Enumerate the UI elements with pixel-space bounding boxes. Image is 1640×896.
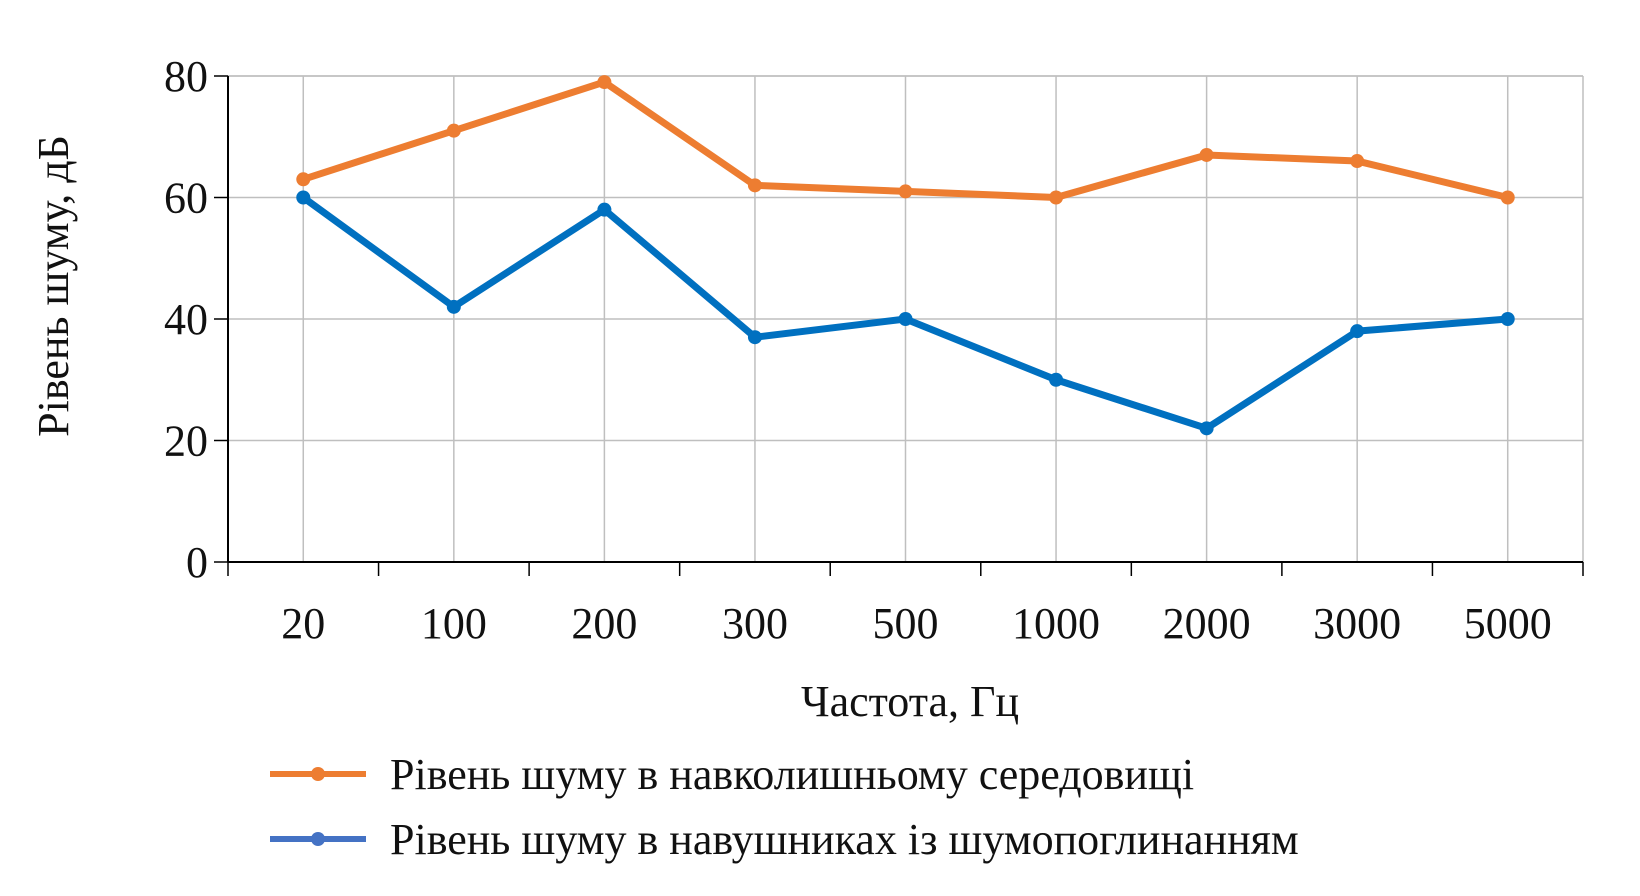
legend-marker-2 [311,832,325,846]
x-tick-label: 500 [873,599,939,648]
data-point [1500,312,1515,326]
data-point [597,202,612,217]
data-point [1500,190,1515,205]
series-layer [296,75,1515,436]
y-tick-labels: 0 20 40 60 80 [164,52,208,587]
legend-item-2: Рівень шуму в навушниках із шумопоглинан… [270,815,1299,864]
y-tick-label: 40 [164,295,208,344]
data-point [446,123,461,138]
y-tick-label: 20 [164,417,208,466]
data-point [747,330,762,345]
series-1 [296,75,1515,205]
data-point [898,312,913,326]
data-point [1350,324,1365,339]
x-tick-label: 5000 [1464,599,1552,648]
data-point [446,299,461,314]
data-point [1199,147,1214,162]
axes [214,75,1584,576]
x-tick-label: 100 [421,599,487,648]
y-tick-label: 0 [186,538,208,587]
x-tick-label: 1000 [1012,599,1100,648]
data-point [1049,190,1064,205]
legend-label-2: Рівень шуму в навушниках із шумопоглинан… [390,815,1299,864]
x-axis-title: Частота, Гц [801,677,1019,726]
data-point [1199,421,1214,436]
legend-item-1: Рівень шуму в навколишньому середовищі [270,750,1194,799]
series-2 [296,190,1515,436]
x-tick-label: 3000 [1313,599,1401,648]
y-tick-label: 80 [164,52,208,101]
legend-label-1: Рівень шуму в навколишньому середовищі [390,750,1194,799]
x-tick-label: 2000 [1163,599,1251,648]
data-point [597,75,612,90]
data-point [898,184,913,199]
x-tick-label: 20 [281,599,325,648]
x-tick-labels: 20 100 200 300 500 1000 2000 3000 5000 [281,599,1551,648]
x-tick-label: 300 [722,599,788,648]
y-tick-label: 60 [164,174,208,223]
data-point [747,178,762,193]
data-point [1350,154,1365,169]
x-tick-label: 200 [571,599,637,648]
data-point [1049,372,1064,387]
legend: Рівень шуму в навколишньому середовищі Р… [270,750,1299,864]
legend-marker-1 [311,767,325,781]
data-point [296,190,311,205]
y-axis-title: Рівень шуму, дБ [29,135,78,437]
data-point [296,172,311,187]
